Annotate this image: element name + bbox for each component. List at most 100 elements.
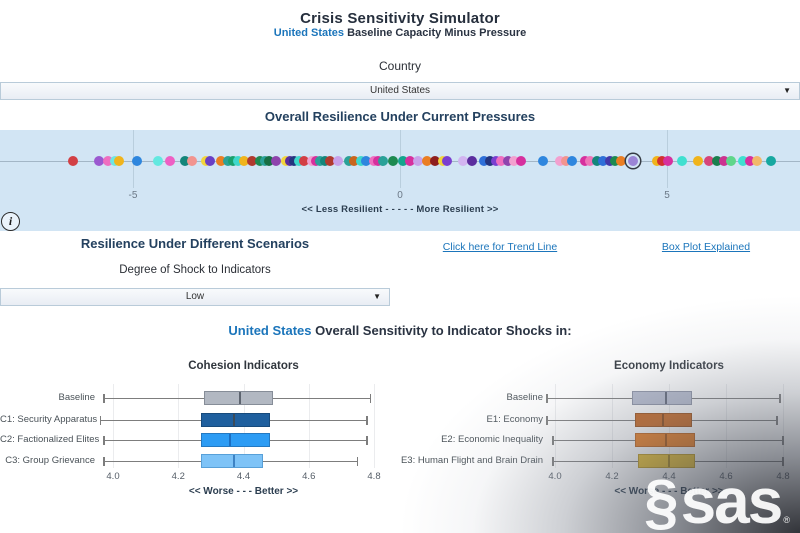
country-dot[interactable] bbox=[657, 156, 668, 166]
country-dot[interactable] bbox=[94, 156, 105, 166]
boxplot-tick-label: 4.0 bbox=[548, 471, 562, 482]
country-dot[interactable] bbox=[373, 156, 384, 166]
country-dot[interactable] bbox=[467, 156, 478, 166]
country-dot[interactable] bbox=[343, 156, 354, 166]
country-dot[interactable] bbox=[114, 156, 125, 166]
country-dot[interactable] bbox=[238, 156, 249, 166]
country-dot[interactable] bbox=[725, 156, 736, 166]
country-dot[interactable] bbox=[538, 156, 549, 166]
country-dot[interactable] bbox=[441, 156, 452, 166]
country-dot[interactable] bbox=[227, 156, 238, 166]
strip-tick-label: 5 bbox=[664, 190, 670, 201]
boxplot-gridline bbox=[612, 384, 613, 468]
trend-line-link[interactable]: Click here for Trend Line bbox=[442, 241, 558, 253]
country-dot[interactable] bbox=[378, 156, 389, 166]
shock-degree-label: Degree of Shock to Indicators bbox=[119, 264, 271, 276]
strip-axis-caption: << Less Resilient - - - - - More Resilie… bbox=[301, 204, 499, 215]
country-dot[interactable] bbox=[429, 156, 440, 166]
country-dot[interactable] bbox=[490, 156, 501, 166]
country-dot[interactable] bbox=[153, 156, 164, 166]
shock-degree-select[interactable]: Low ▼ bbox=[0, 288, 390, 306]
country-dot[interactable] bbox=[458, 156, 468, 166]
country-dot[interactable] bbox=[356, 156, 367, 166]
selected-country-dot[interactable] bbox=[628, 156, 639, 166]
country-dot[interactable] bbox=[503, 156, 514, 166]
country-dot[interactable] bbox=[325, 156, 336, 166]
whisker-cap-high bbox=[776, 415, 778, 425]
country-dot[interactable] bbox=[592, 156, 603, 166]
country-dot[interactable] bbox=[738, 156, 749, 166]
country-dot[interactable] bbox=[332, 156, 343, 166]
boxplot-row-label: E2: Economic Inequality bbox=[441, 434, 543, 445]
median-line bbox=[239, 392, 242, 404]
country-dot[interactable] bbox=[485, 156, 496, 166]
country-dot[interactable] bbox=[610, 156, 621, 166]
box[interactable] bbox=[204, 391, 273, 405]
box[interactable] bbox=[201, 433, 270, 447]
sensitivity-heading: United States Overall Sensitivity to Ind… bbox=[0, 323, 800, 338]
median-line bbox=[232, 455, 235, 467]
country-dot[interactable] bbox=[579, 156, 590, 166]
country-dot[interactable] bbox=[495, 156, 506, 166]
country-dot[interactable] bbox=[561, 156, 572, 166]
country-dot[interactable] bbox=[388, 156, 399, 166]
country-dot[interactable] bbox=[692, 156, 703, 166]
country-dot[interactable] bbox=[567, 156, 578, 166]
whisker-cap-high bbox=[356, 457, 359, 466]
country-dot[interactable] bbox=[270, 156, 281, 166]
country-dot[interactable] bbox=[319, 156, 330, 166]
country-dot[interactable] bbox=[479, 156, 490, 166]
whisker-cap-high bbox=[366, 415, 368, 425]
boxplot-row-label: C3: Group Grievance bbox=[5, 455, 95, 466]
country-dot[interactable] bbox=[164, 156, 175, 166]
country-dot[interactable] bbox=[421, 156, 432, 166]
country-dot[interactable] bbox=[677, 156, 688, 166]
country-dot[interactable] bbox=[413, 156, 424, 166]
boxplot-explained-link[interactable]: Box Plot Explained bbox=[661, 241, 751, 253]
country-dot[interactable] bbox=[222, 156, 233, 166]
median-line bbox=[232, 413, 235, 426]
box[interactable] bbox=[637, 454, 695, 468]
country-dot[interactable] bbox=[711, 156, 722, 166]
country-dot[interactable] bbox=[293, 156, 304, 166]
country-dot[interactable] bbox=[349, 156, 360, 166]
boxplot-row-label: C2: Factionalized Elites bbox=[0, 434, 100, 445]
median-line bbox=[662, 413, 665, 426]
country-dot[interactable] bbox=[187, 156, 198, 166]
country-dot[interactable] bbox=[662, 156, 673, 166]
country-dot[interactable] bbox=[704, 156, 715, 166]
country-dot[interactable] bbox=[299, 156, 310, 166]
country-dot[interactable] bbox=[233, 156, 244, 166]
country-dot[interactable] bbox=[361, 156, 372, 166]
box[interactable] bbox=[631, 391, 692, 405]
country-dot[interactable] bbox=[205, 156, 216, 166]
country-dot[interactable] bbox=[215, 156, 226, 166]
country-dot[interactable] bbox=[68, 156, 79, 166]
country-dot[interactable] bbox=[102, 156, 113, 166]
info-icon[interactable]: i bbox=[1, 212, 20, 231]
country-dot[interactable] bbox=[745, 156, 756, 166]
country-dot[interactable] bbox=[615, 156, 626, 166]
country-dot[interactable] bbox=[515, 156, 526, 166]
country-dot[interactable] bbox=[264, 156, 275, 166]
box[interactable] bbox=[201, 412, 270, 427]
country-select[interactable]: United States ▼ bbox=[0, 82, 800, 100]
country-dot[interactable] bbox=[508, 156, 519, 166]
country-dot[interactable] bbox=[718, 156, 729, 166]
country-dot[interactable] bbox=[247, 156, 258, 166]
country-dot[interactable] bbox=[752, 156, 763, 166]
country-dot[interactable] bbox=[132, 156, 143, 166]
country-dot[interactable] bbox=[554, 156, 565, 166]
country-dot[interactable] bbox=[254, 156, 265, 166]
boxplot-gridline bbox=[374, 384, 375, 468]
country-dot[interactable] bbox=[585, 156, 596, 166]
country-dot[interactable] bbox=[397, 156, 408, 166]
country-dot[interactable] bbox=[765, 156, 776, 166]
boxplot-row-label: Baseline bbox=[58, 392, 95, 403]
country-dot[interactable] bbox=[598, 156, 609, 166]
country-dot[interactable] bbox=[604, 156, 615, 166]
country-dot[interactable] bbox=[179, 156, 190, 166]
box[interactable] bbox=[201, 454, 264, 468]
boxplot-tick-label: 4.2 bbox=[171, 471, 185, 482]
country-dot[interactable] bbox=[404, 156, 415, 166]
